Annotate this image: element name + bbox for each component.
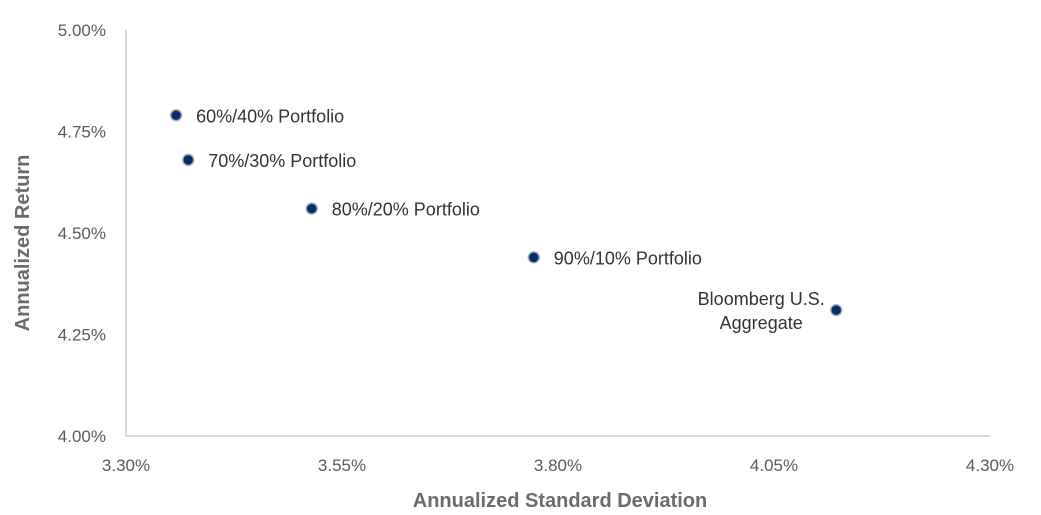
data-point bbox=[527, 251, 541, 264]
point-label: 70%/30% Portfolio bbox=[208, 151, 356, 171]
data-point bbox=[829, 303, 843, 317]
x-tick-labels: 3.30% 3.55% 3.80% 4.05% 4.30% bbox=[102, 456, 1014, 475]
point-label: 60%/40% Portfolio bbox=[196, 106, 344, 126]
data-point bbox=[305, 202, 319, 215]
point-label: Bloomberg U.S. Aggregate bbox=[698, 289, 825, 333]
point-label: 80%/20% Portfolio bbox=[332, 200, 480, 220]
axes bbox=[125, 30, 990, 437]
data-point bbox=[181, 153, 195, 167]
x-tick-label: 3.30% bbox=[102, 456, 150, 475]
x-axis-title: Annualized Standard Deviation bbox=[413, 490, 707, 512]
point-label: 90%/10% Portfolio bbox=[554, 248, 702, 268]
y-tick-label: 4.25% bbox=[58, 326, 106, 345]
y-tick-label: 4.00% bbox=[58, 427, 106, 446]
y-tick-label: 4.50% bbox=[58, 224, 106, 243]
point-labels: 60%/40% Portfolio 70%/30% Portfolio 80%/20… bbox=[196, 106, 825, 333]
x-tick-label: 3.55% bbox=[318, 456, 366, 475]
y-tick-label: 5.00% bbox=[58, 21, 106, 40]
data-point bbox=[169, 109, 183, 122]
x-tick-label: 4.05% bbox=[750, 456, 798, 475]
data-points bbox=[169, 109, 843, 317]
y-axis-title: Annualized Return bbox=[12, 155, 34, 332]
y-tick-labels: 4.00% 4.25% 4.50% 4.75% 5.00% bbox=[58, 21, 106, 446]
x-tick-label: 4.30% bbox=[966, 456, 1014, 475]
y-tick-label: 4.75% bbox=[58, 123, 106, 142]
x-tick-label: 3.80% bbox=[534, 456, 582, 475]
